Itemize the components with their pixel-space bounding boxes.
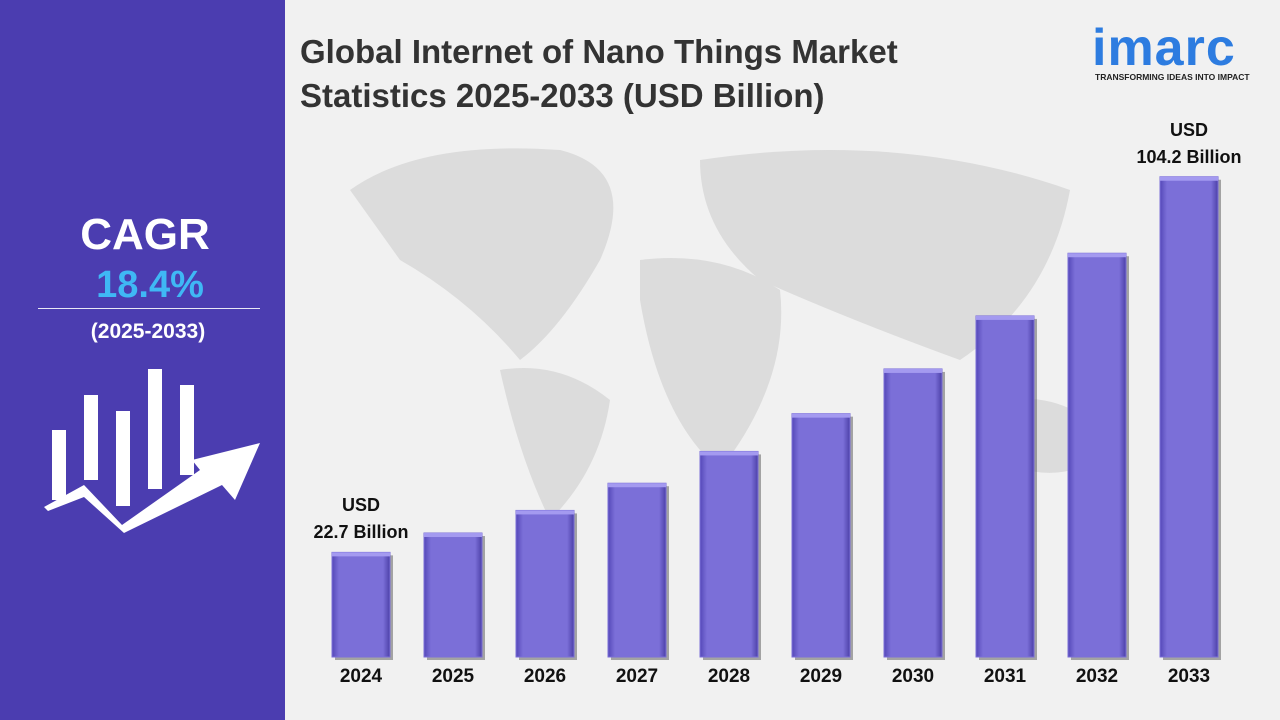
bar xyxy=(331,551,391,658)
x-tick-label: 2025 xyxy=(432,666,475,687)
bar-cap xyxy=(424,533,482,538)
x-tick-label: 2027 xyxy=(616,666,658,687)
bar xyxy=(423,532,483,658)
bar xyxy=(975,315,1035,658)
bar xyxy=(791,413,851,658)
world-map xyxy=(350,148,1110,520)
sidebar: CAGR 18.4% (2025-2033) xyxy=(0,0,285,720)
x-tick-label: 2029 xyxy=(800,666,842,687)
bar xyxy=(607,482,667,658)
bar-cap xyxy=(884,368,942,373)
bar-cap xyxy=(1068,253,1126,258)
x-tick-label: 2026 xyxy=(524,666,566,687)
value-label: USD 104.2 Billion xyxy=(1136,119,1242,167)
bar-cap xyxy=(516,510,574,515)
bar xyxy=(699,450,759,658)
bar-cap xyxy=(332,552,390,557)
x-tick-label: 2031 xyxy=(984,666,1027,687)
bar-cap xyxy=(976,315,1034,320)
x-tick-label: 2024 xyxy=(340,666,383,687)
chart-title: Global Internet of Nano Things Market St… xyxy=(300,33,898,114)
bar-cap xyxy=(792,413,850,418)
bar xyxy=(1067,252,1127,658)
x-tick-label: 2033 xyxy=(1168,666,1210,687)
cagr-period: (2025-2033) xyxy=(90,320,206,343)
x-tick-label: 2028 xyxy=(708,666,750,687)
bar-cap xyxy=(608,483,666,488)
cagr-value: 18.4% xyxy=(96,264,204,306)
bar xyxy=(883,368,943,658)
growth-icon xyxy=(44,369,260,533)
logo-tagline: TRANSFORMING IDEAS INTO IMPACT xyxy=(1095,72,1250,82)
x-tick-label: 2032 xyxy=(1076,666,1118,687)
divider xyxy=(38,308,260,309)
bar-cap xyxy=(1160,176,1218,181)
bar xyxy=(515,509,575,658)
value-label: USD 22.7 Billion xyxy=(313,495,409,543)
logo: imarc xyxy=(1092,19,1236,77)
bar xyxy=(1159,176,1219,658)
cagr-label: CAGR xyxy=(80,210,210,259)
x-tick-label: 2030 xyxy=(892,666,934,687)
bar-cap xyxy=(700,451,758,456)
